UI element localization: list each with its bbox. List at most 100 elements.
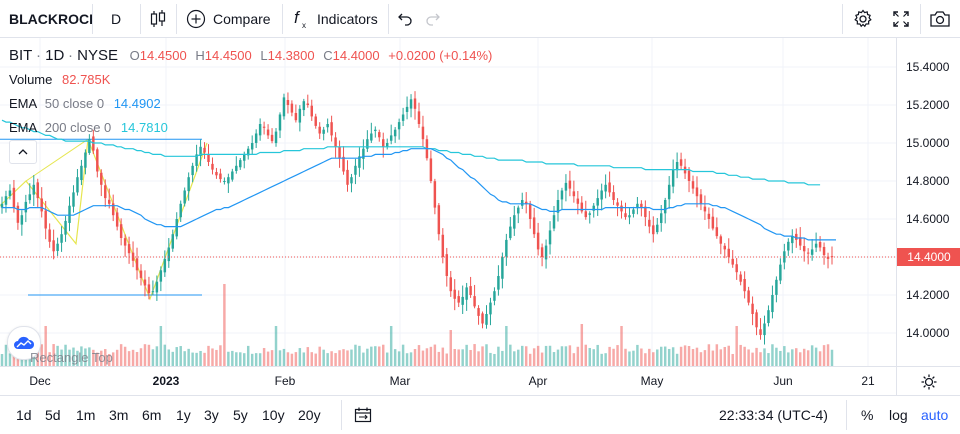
candle[interactable] (397, 118, 401, 140)
candle[interactable] (624, 202, 627, 220)
candle[interactable] (266, 124, 270, 139)
candle[interactable] (127, 236, 131, 264)
range-button-3y[interactable]: 3y (204, 407, 219, 423)
candle[interactable] (608, 171, 611, 197)
candle[interactable] (8, 184, 12, 200)
candle[interactable] (195, 144, 198, 172)
candle[interactable] (723, 243, 727, 259)
candle[interactable] (517, 205, 520, 224)
candle[interactable] (314, 113, 317, 129)
candle[interactable] (687, 167, 691, 193)
candle[interactable] (306, 94, 310, 108)
candle[interactable] (636, 197, 639, 215)
candle[interactable] (262, 121, 266, 135)
candle[interactable] (80, 159, 83, 186)
candle[interactable] (409, 94, 413, 118)
volume-legend[interactable]: Volume 82.785K (9, 72, 110, 87)
candle[interactable] (171, 229, 174, 252)
zigzag-pattern[interactable] (0, 138, 208, 301)
candle[interactable] (524, 192, 528, 214)
candle[interactable] (572, 180, 576, 203)
candle[interactable] (755, 309, 758, 336)
candle[interactable] (215, 167, 218, 179)
redo-button[interactable] (422, 0, 444, 38)
candle[interactable] (791, 229, 794, 254)
candle[interactable] (203, 142, 206, 159)
candle[interactable] (822, 242, 826, 265)
candle[interactable] (282, 93, 286, 120)
candle[interactable] (119, 218, 123, 246)
candle[interactable] (707, 207, 711, 229)
percent-toggle[interactable]: % (861, 407, 874, 423)
candle[interactable] (604, 174, 607, 199)
candle[interactable] (628, 208, 631, 225)
candle[interactable] (64, 215, 67, 242)
price-chart[interactable] (0, 38, 896, 366)
candle[interactable] (501, 252, 504, 289)
candle[interactable] (695, 176, 699, 208)
candle[interactable] (683, 158, 687, 179)
candle[interactable] (735, 258, 738, 280)
candle[interactable] (481, 311, 484, 329)
candle[interactable] (179, 200, 182, 222)
candle[interactable] (775, 276, 778, 303)
candle[interactable] (246, 146, 250, 160)
price-axis[interactable]: 15.4000 15.2000 15.0000 14.8000 14.6000 14.40… (896, 38, 960, 366)
candle[interactable] (588, 211, 591, 224)
fullscreen-button[interactable] (888, 0, 914, 38)
candle[interactable] (385, 138, 389, 150)
candle[interactable] (810, 239, 814, 261)
candle[interactable] (532, 207, 536, 238)
candle[interactable] (405, 96, 409, 120)
candle[interactable] (48, 223, 51, 248)
candle[interactable] (612, 185, 615, 206)
candle[interactable] (258, 118, 262, 141)
candle[interactable] (115, 207, 119, 231)
indicators-button[interactable]: f x Indicators (292, 0, 378, 38)
candle[interactable] (564, 174, 568, 202)
candle[interactable] (493, 287, 496, 306)
candle[interactable] (540, 243, 544, 267)
candle[interactable] (147, 276, 151, 300)
range-button-5d[interactable]: 5d (45, 407, 61, 423)
candle[interactable] (445, 247, 449, 287)
candle[interactable] (592, 203, 595, 218)
candle[interactable] (389, 124, 393, 145)
candle[interactable] (111, 194, 115, 222)
candle[interactable] (671, 159, 675, 194)
candle[interactable] (290, 100, 294, 117)
candle[interactable] (123, 234, 127, 257)
candle[interactable] (235, 156, 238, 174)
candle[interactable] (36, 178, 39, 208)
candle[interactable] (401, 107, 405, 127)
range-button-3m[interactable]: 3m (109, 407, 129, 423)
candle[interactable] (175, 212, 178, 240)
candle[interactable] (44, 200, 47, 240)
clock-time[interactable]: 22:33:34 (UTC-4) (719, 407, 828, 423)
candle[interactable] (60, 226, 63, 252)
candle[interactable] (183, 187, 186, 207)
candle[interactable] (751, 296, 754, 326)
candle[interactable] (449, 270, 452, 297)
candle[interactable] (52, 229, 55, 260)
candle[interactable] (342, 146, 345, 175)
candle[interactable] (294, 104, 298, 123)
candle[interactable] (767, 305, 770, 327)
candle[interactable] (350, 173, 353, 193)
candle[interactable] (413, 91, 417, 120)
candle[interactable] (318, 122, 321, 139)
candle[interactable] (393, 127, 397, 143)
candle[interactable] (274, 128, 278, 147)
range-button-5y[interactable]: 5y (233, 407, 248, 423)
candle[interactable] (477, 305, 480, 325)
candle[interactable] (457, 290, 460, 308)
candle[interactable] (584, 200, 588, 220)
candle[interactable] (382, 132, 385, 158)
candle[interactable] (104, 179, 107, 207)
candle[interactable] (378, 129, 381, 142)
candle[interactable] (727, 238, 730, 264)
candle[interactable] (302, 98, 306, 117)
interval-button[interactable]: D (92, 0, 140, 38)
candle[interactable] (644, 200, 647, 227)
candle[interactable] (191, 162, 194, 183)
